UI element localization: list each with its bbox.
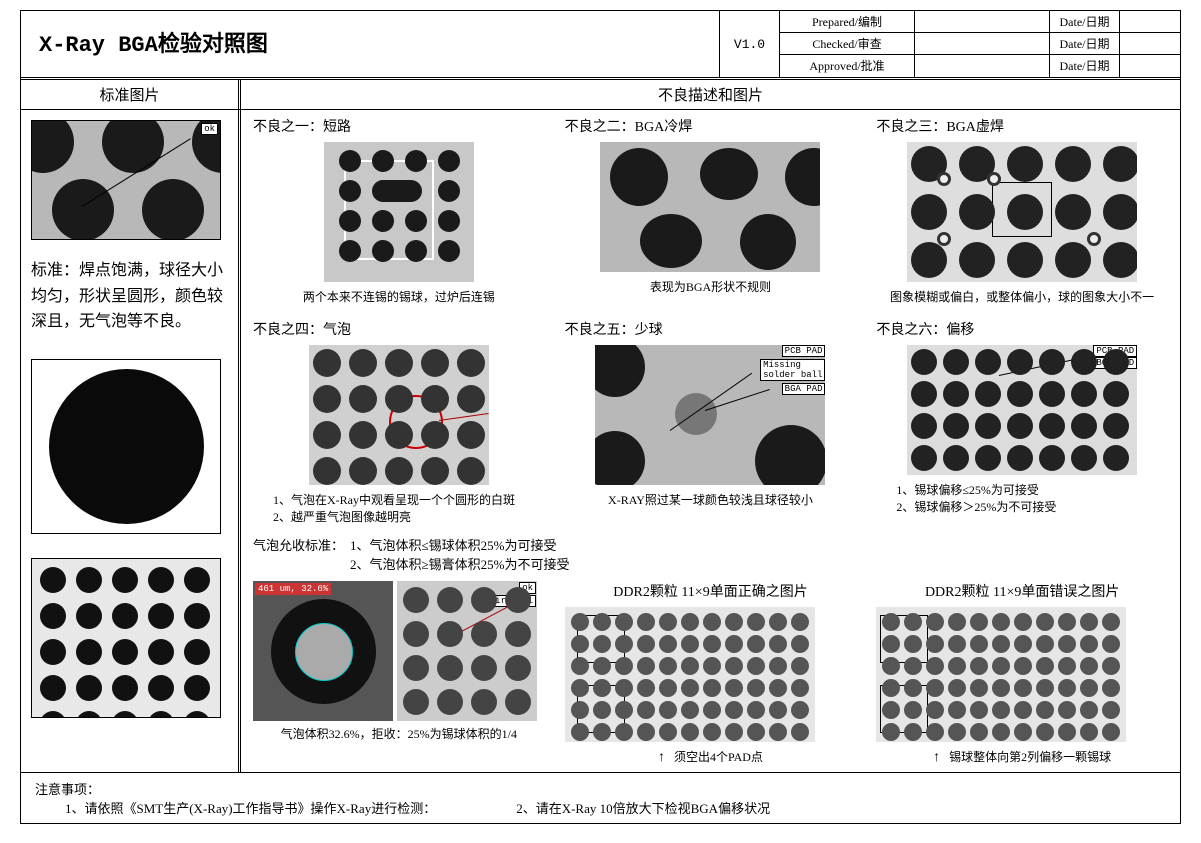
ok-label: ok [201, 123, 218, 135]
bubble-std-label: 气泡允收标准： [253, 535, 344, 573]
defect-title: 不良之四：气泡 [253, 319, 545, 339]
airball-image: ok Air-ball [397, 581, 537, 721]
document-frame: X-Ray BGA检验对照图 V1.0 Prepared/编制 Date/日期 … [20, 10, 1181, 824]
signoff-date-value [1120, 11, 1180, 32]
defects-column: 不良之一：短路 [241, 110, 1180, 772]
missing-ball-label: Missing solder ball [760, 359, 825, 381]
bubble-caption: 气泡体积32.6%，拒收：25%为锡球体积的1/4 [253, 725, 545, 742]
signoff-block: Prepared/编制 Date/日期 Checked/审查 Date/日期 A… [780, 11, 1180, 77]
notes-heading: 注意事项： [35, 779, 1166, 798]
section-headers: 标准图片 不良描述和图片 [21, 80, 1180, 110]
defect-row-3: 461 um, 32.6% ok Air-ball 气泡体积32.6%，拒收：2… [253, 581, 1168, 766]
arrow-up-icon: ↑ [658, 750, 665, 766]
ddr-ng-image [876, 607, 1126, 742]
defects-header: 不良描述和图片 [241, 80, 1180, 109]
bubble-standard: 气泡允收标准： 1、气泡体积≤锡球体积25%为可接受 2、气泡体积≥锡膏体积25… [253, 535, 1168, 573]
defect-3: 不良之三：BGA虚焊 图象模糊或偏白，或整体偏小，球的图象大小不一 [876, 116, 1168, 305]
defect-4-image [309, 345, 489, 485]
defect-caption: 图象模糊或偏白，或整体偏小，球的图象大小不一 [876, 288, 1168, 305]
callout-text: 锡球整体向第2列偏移一颗锡球 [949, 750, 1111, 764]
signoff-date-value [1120, 33, 1180, 54]
signoff-date-value [1120, 55, 1180, 77]
defect-title: 不良之一：短路 [253, 116, 545, 136]
pcb-pad-label: PCB PAD [782, 345, 826, 357]
note-item: 1、请依照《SMT生产(X-Ray)工作指导书》操作X-Ray进行检测： [65, 798, 436, 817]
defect-title: 不良之三：BGA虚焊 [876, 116, 1168, 136]
signoff-label: Approved/批准 [780, 55, 915, 77]
defect-6-image: PCB PAD BGA PAD [907, 345, 1137, 475]
signoff-row: Prepared/编制 Date/日期 [780, 11, 1180, 33]
standard-image-1: ok [31, 120, 221, 240]
defect-1-image [324, 142, 474, 282]
defect-row-2: 不良之四：气泡 1、气泡在X-Ray中观看呈现一个个圆形的白斑 2、越严重气泡图… [253, 319, 1168, 525]
defect-title: 不良之五：少球 [565, 319, 857, 339]
defect-caption: 1、气泡在X-Ray中观看呈现一个个圆形的白斑 [253, 491, 545, 508]
standard-image-3: {"rows":5,"cols":5} [31, 558, 221, 718]
arrow-up-icon: ↑ [933, 750, 940, 766]
defect-6: 不良之六：偏移 PCB PAD BGA PAD 1、锡球偏移≤25%为可接受 2… [876, 319, 1168, 525]
defect-1: 不良之一：短路 [253, 116, 545, 305]
ddr-title: DDR2颗粒 11×9单面错误之图片 [876, 581, 1168, 601]
bubble-std-line: 1、气泡体积≤锡球体积25%为可接受 [350, 535, 569, 554]
ddr-ok-image [565, 607, 815, 742]
signoff-label: Checked/审查 [780, 33, 915, 54]
standard-image-2 [31, 359, 221, 534]
signoff-value [915, 11, 1050, 32]
defect-5-image: PCB PAD Missing solder ball BGA PAD [595, 345, 825, 485]
document-header: X-Ray BGA检验对照图 V1.0 Prepared/编制 Date/日期 … [21, 11, 1180, 80]
defect-2: 不良之二：BGA冷焊 表现为BGA形状不规则 [565, 116, 857, 305]
measurement-label: 461 um, 32.6% [255, 583, 331, 595]
ddr-callout: ↑ 锡球整体向第2列偏移一颗锡球 [876, 748, 1168, 766]
defect-3-image [907, 142, 1137, 282]
ddr-wrong: DDR2颗粒 11×9单面错误之图片 ↑ 锡球整体向第2列偏移一颗锡球 [876, 581, 1168, 766]
defect-caption: X-RAY照过某一球颜色较浅且球径较小 [565, 491, 857, 508]
defect-2-image [600, 142, 820, 272]
standard-header: 标准图片 [21, 80, 241, 109]
defect-title: 不良之六：偏移 [876, 319, 1168, 339]
note-item: 2、请在X-Ray 10倍放大下检视BGA偏移状况 [516, 798, 770, 817]
defect-caption: 1、锡球偏移≤25%为可接受 [876, 481, 1168, 498]
signoff-date-label: Date/日期 [1050, 55, 1120, 77]
callout-text: 须空出4个PAD点 [674, 750, 763, 764]
defect-caption: 表现为BGA形状不规则 [565, 278, 857, 295]
version-cell: V1.0 [720, 11, 780, 77]
notes-section: 注意事项： 1、请依照《SMT生产(X-Ray)工作指导书》操作X-Ray进行检… [21, 773, 1180, 823]
ddr-title: DDR2颗粒 11×9单面正确之图片 [565, 581, 857, 601]
signoff-date-label: Date/日期 [1050, 33, 1120, 54]
ddr-correct: DDR2颗粒 11×9单面正确之图片 ↑ 须空出4个PAD点 [565, 581, 857, 766]
defect-caption: 2、锡球偏移＞25%为不可接受 [876, 498, 1168, 515]
defect-4: 不良之四：气泡 1、气泡在X-Ray中观看呈现一个个圆形的白斑 2、越严重气泡图… [253, 319, 545, 525]
defect-row-1: 不良之一：短路 [253, 116, 1168, 305]
signoff-row: Approved/批准 Date/日期 [780, 55, 1180, 77]
defect-caption: 2、越严重气泡图像越明亮 [253, 508, 545, 525]
standard-text: 标准：焊点饱满，球径大小均匀，形状呈圆形，颜色较深且，无气泡等不良。 [31, 258, 228, 335]
bubble-closeup-image: 461 um, 32.6% [253, 581, 393, 721]
bubble-std-line: 2、气泡体积≥锡膏体积25%为不可接受 [350, 554, 569, 573]
defect-5: 不良之五：少球 PCB PAD Missing solder ball BGA … [565, 319, 857, 525]
signoff-label: Prepared/编制 [780, 11, 915, 32]
defect-caption: 两个本来不连锡的锡球，过炉后连锡 [253, 288, 545, 305]
signoff-date-label: Date/日期 [1050, 11, 1120, 32]
defect-title: 不良之二：BGA冷焊 [565, 116, 857, 136]
signoff-value [915, 55, 1050, 77]
bga-pad-label: BGA PAD [782, 383, 826, 395]
bubble-measurement: 461 um, 32.6% ok Air-ball 气泡体积32.6%，拒收：2… [253, 581, 545, 766]
standard-column: ok 标准：焊点饱满，球径大小均匀，形状呈圆形，颜色较深且，无气泡等不良。 {"… [21, 110, 241, 772]
body: ok 标准：焊点饱满，球径大小均匀，形状呈圆形，颜色较深且，无气泡等不良。 {"… [21, 110, 1180, 773]
signoff-value [915, 33, 1050, 54]
signoff-row: Checked/审查 Date/日期 [780, 33, 1180, 55]
document-title: X-Ray BGA检验对照图 [21, 11, 720, 77]
ddr-callout: ↑ 须空出4个PAD点 [565, 748, 857, 766]
